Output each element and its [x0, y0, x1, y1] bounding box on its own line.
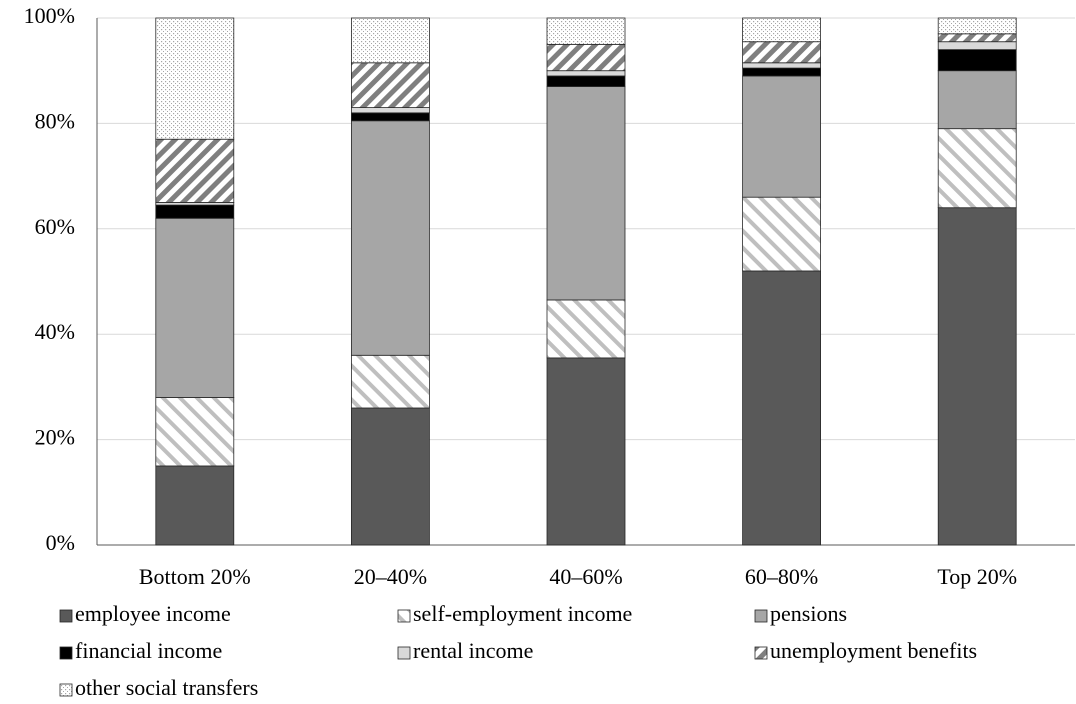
- y-tick-label: 20%: [35, 425, 75, 450]
- bar-segment: [350, 120, 430, 356]
- y-tick-label: 80%: [35, 108, 75, 133]
- y-tick-label: 100%: [24, 3, 75, 28]
- bar-segment: [546, 299, 626, 359]
- legend-swatch: [397, 609, 411, 623]
- legend-swatch: [59, 683, 73, 697]
- bar-segment: [742, 62, 821, 69]
- y-tick-label: 40%: [35, 319, 75, 344]
- bar-segment: [155, 17, 235, 140]
- bar-segment: [742, 196, 821, 272]
- y-tick-label: 0%: [46, 530, 75, 555]
- bar-segment: [546, 75, 626, 87]
- legend-label: other social transfers: [75, 675, 258, 700]
- bar-segment: [155, 204, 235, 219]
- legend-label: employee income: [75, 601, 231, 626]
- x-tick-label: 40–60%: [549, 564, 622, 589]
- legend-label: financial income: [75, 638, 222, 663]
- bar-segment: [742, 41, 821, 64]
- legend-swatch: [59, 646, 73, 660]
- bar-segment: [350, 62, 430, 108]
- bar-segment: [546, 86, 626, 301]
- bar-segment: [937, 17, 1017, 35]
- legend-swatch: [59, 609, 73, 623]
- legend-label: rental income: [413, 638, 533, 663]
- bar-segment: [937, 128, 1017, 209]
- x-tick-label: Top 20%: [937, 564, 1017, 589]
- bar-segment: [350, 112, 430, 122]
- bar-segment: [350, 107, 430, 114]
- legend-label: unemployment benefits: [770, 638, 977, 663]
- bar-segment: [937, 41, 1017, 51]
- bar-segment: [350, 17, 430, 64]
- legend-label: pensions: [770, 601, 847, 626]
- x-tick-label: 60–80%: [745, 564, 818, 589]
- bar-segment: [937, 33, 1017, 43]
- bar-segment: [155, 217, 235, 398]
- bar-segment: [742, 270, 821, 546]
- legend-label: self-employment income: [413, 601, 632, 626]
- bar-segment: [546, 357, 626, 546]
- bar-segment: [742, 67, 821, 77]
- bar-segment: [937, 70, 1017, 130]
- y-tick-label: 60%: [35, 214, 75, 239]
- bar-segment: [742, 17, 821, 43]
- bar-segment: [155, 397, 235, 467]
- bar-segment: [155, 138, 235, 203]
- bar-segment: [350, 354, 430, 409]
- bar-segment: [742, 75, 821, 198]
- legend-swatch: [754, 646, 768, 660]
- legend-swatch: [754, 609, 768, 623]
- legend-swatch: [397, 646, 411, 660]
- bar-segment: [155, 465, 235, 546]
- bar-segment: [350, 407, 430, 546]
- bar-segment: [546, 17, 626, 45]
- bar-segment: [937, 207, 1017, 546]
- bar-segment: [546, 43, 626, 72]
- x-tick-label: 20–40%: [354, 564, 427, 589]
- x-tick-label: Bottom 20%: [139, 564, 251, 589]
- bar-segment: [546, 70, 626, 77]
- bar-segment: [937, 49, 1017, 72]
